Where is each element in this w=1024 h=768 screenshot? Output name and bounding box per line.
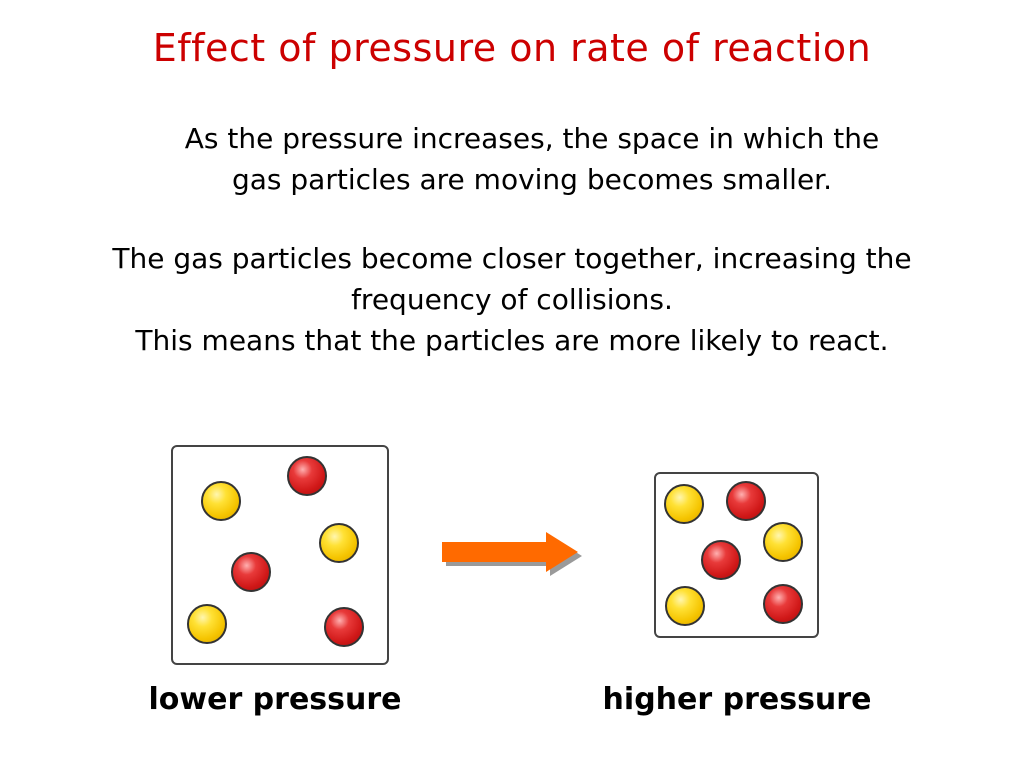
high-pressure-container (654, 472, 819, 638)
explanation-paragraph-1: As the pressure increases, the space in … (20, 118, 1024, 200)
explanation-paragraph-2: The gas particles become closer together… (0, 238, 1024, 361)
right-arrow-icon (442, 532, 582, 576)
yellow-particle (665, 586, 705, 626)
yellow-particle (763, 522, 803, 562)
red-particle (726, 481, 766, 521)
low-pressure-caption: lower pressure (148, 682, 402, 717)
paragraph-1-line-2: gas particles are moving becomes smaller… (231, 163, 833, 196)
yellow-particle (187, 604, 227, 644)
paragraph-2-line-1: The gas particles become closer together… (112, 242, 912, 275)
arrow-body (442, 532, 578, 572)
paragraph-2-line-2: frequency of collisions. (351, 283, 673, 316)
yellow-particle (319, 523, 359, 563)
low-pressure-container (171, 445, 389, 665)
red-particle (287, 456, 327, 496)
red-particle (324, 607, 364, 647)
red-particle (763, 584, 803, 624)
yellow-particle (201, 481, 241, 521)
page-title: Effect of pressure on rate of reaction (152, 26, 872, 70)
high-pressure-caption: higher pressure (602, 682, 872, 717)
red-particle (701, 540, 741, 580)
paragraph-1-line-1: As the pressure increases, the space in … (184, 122, 880, 155)
yellow-particle (664, 484, 704, 524)
paragraph-2-line-3: This means that the particles are more l… (135, 324, 889, 357)
red-particle (231, 552, 271, 592)
